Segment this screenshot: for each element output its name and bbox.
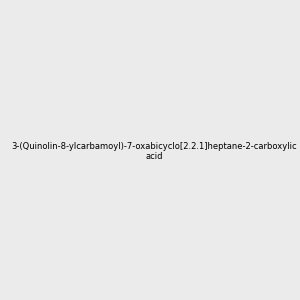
Text: 3-(Quinolin-8-ylcarbamoyl)-7-oxabicyclo[2.2.1]heptane-2-carboxylic acid: 3-(Quinolin-8-ylcarbamoyl)-7-oxabicyclo[… [11,142,297,161]
